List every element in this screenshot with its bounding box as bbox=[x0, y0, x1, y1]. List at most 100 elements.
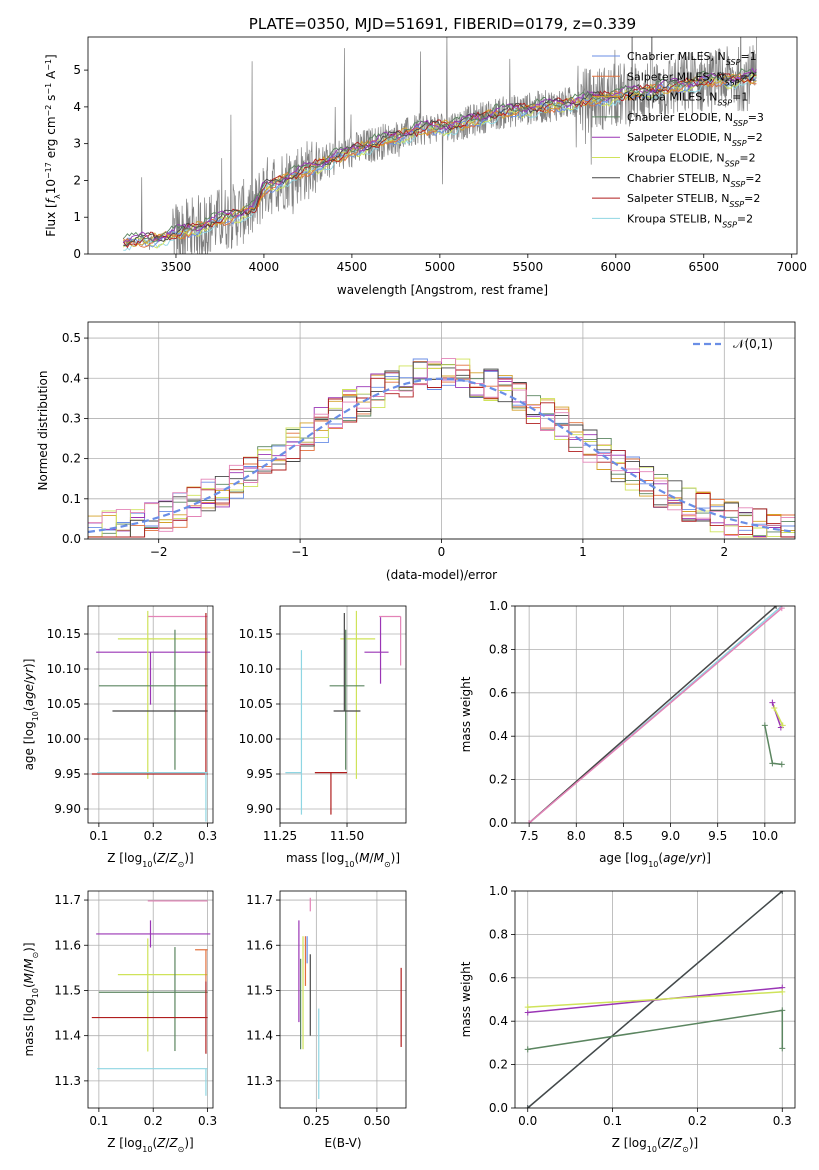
label-part: SSP bbox=[729, 200, 744, 209]
y-tick-label: 10.00 bbox=[47, 732, 81, 746]
label-part: ⊙ bbox=[682, 1145, 689, 1154]
normal-curve bbox=[88, 377, 795, 534]
y-tick-label: 10.15 bbox=[239, 627, 273, 641]
x-tick-label: 5000 bbox=[425, 260, 456, 274]
marker bbox=[526, 820, 533, 823]
label-part: erg cm bbox=[44, 116, 58, 162]
label-part: −17 bbox=[44, 162, 53, 179]
axes-frame bbox=[87, 605, 214, 824]
label-part: Salpeter MILES, N bbox=[627, 70, 725, 83]
y-tick-label: 11.7 bbox=[54, 893, 81, 907]
plot-area bbox=[285, 610, 402, 815]
y-tick-label: 2 bbox=[73, 173, 81, 187]
label-part: ( bbox=[657, 1136, 662, 1150]
x-axis-label: wavelength [Angstrom, rest frame] bbox=[337, 283, 548, 297]
x-tick-label: 0.2 bbox=[144, 1114, 163, 1128]
label-part: SSP bbox=[726, 58, 741, 67]
marker bbox=[769, 699, 776, 706]
label-part: Kroupa STELIB, N bbox=[627, 212, 722, 225]
x-tick-label: 7.5 bbox=[520, 829, 539, 843]
label-part: 10 bbox=[648, 860, 658, 869]
x-tick-label: 0.2 bbox=[688, 1114, 707, 1128]
series-line-pink bbox=[528, 607, 783, 823]
Z-axis-label: Z [log10(Z/Z⊙)] bbox=[107, 851, 193, 869]
label-part: Z [log bbox=[107, 1136, 142, 1150]
label-part: / bbox=[685, 851, 690, 865]
age-axis-label: age [log10(age/yr)] bbox=[22, 659, 40, 771]
y-tick-label: 9.90 bbox=[246, 802, 273, 816]
label-part: 10 bbox=[142, 860, 152, 869]
label-part: / bbox=[670, 1136, 675, 1150]
label-part: f bbox=[44, 197, 58, 203]
massweight_vs_Z-panel: 0.0 0.1 0.2 0.30.00.20.40.60.81.0Z [log10(Z… bbox=[459, 884, 796, 1154]
label-part: ( bbox=[22, 983, 36, 988]
y-tick-label: 11.3 bbox=[54, 1074, 81, 1088]
y-tick-label: 0.1 bbox=[62, 492, 81, 506]
legend-entry: Kroupa STELIB, NSSP=2 bbox=[627, 212, 753, 229]
x-tick-label: 0.3 bbox=[773, 1114, 792, 1128]
marker bbox=[779, 722, 786, 729]
label-part: ( bbox=[152, 1136, 157, 1150]
data-spectrum bbox=[123, 37, 757, 254]
label-part: SSP bbox=[732, 139, 747, 148]
label-part: ⊙ bbox=[384, 860, 391, 869]
Z-axis-label: Z [log10(Z/Z⊙)] bbox=[107, 1136, 193, 1154]
x-tick-label: 0.1 bbox=[89, 1114, 108, 1128]
y-tick-label: 11.4 bbox=[54, 1029, 81, 1043]
label-part: =1 bbox=[740, 50, 756, 63]
legend-entry: Chabrier MILES, NSSP=1 bbox=[627, 50, 757, 67]
label-part: 10 bbox=[344, 860, 354, 869]
y-tick-label: 0.8 bbox=[489, 642, 508, 656]
mass-axis-label: mass [log10(M/M⊙)] bbox=[22, 942, 40, 1056]
age_vs_mass-panel: 11.25 11.50 9.90 9.95 10.00 10.05 10.10 10.15 ma… bbox=[239, 605, 407, 869]
label-part: −2 bbox=[44, 105, 53, 117]
x-tick-label: 0.50 bbox=[364, 1114, 391, 1128]
series-line-kroupa_elodie bbox=[527, 991, 783, 1008]
label-part: )] bbox=[22, 942, 36, 951]
label-part: SSP bbox=[717, 98, 732, 107]
y-tick-label: 5 bbox=[73, 63, 81, 77]
label-part: ( bbox=[658, 851, 663, 865]
axes-frame bbox=[87, 890, 214, 1109]
label-part: λ bbox=[53, 194, 62, 199]
x-tick-label: −1 bbox=[291, 545, 309, 559]
label-part: =2 bbox=[747, 131, 763, 144]
label-part: age bbox=[663, 851, 685, 865]
mass_vs_ebv-panel: 0.25 0.50 11.3 11.4 11.5 11.6 11.7 E(B-V) bbox=[246, 890, 407, 1150]
y-tick-label: 1 bbox=[73, 210, 81, 224]
y-tick-label: 11.6 bbox=[54, 938, 81, 952]
model-line-chabrier_stelib bbox=[123, 71, 757, 247]
histogram-pink bbox=[88, 358, 795, 536]
label-part: Chabrier STELIB, N bbox=[627, 172, 731, 185]
label-part: Z bbox=[156, 851, 166, 865]
label-part: M bbox=[374, 851, 385, 865]
label-part: =1 bbox=[732, 91, 748, 104]
age_vs_Z-panel: 0.1 0.2 0.3 9.90 9.95 10.00 10.05 10.10 10.15 Z [… bbox=[22, 605, 217, 869]
x-tick-label: 7000 bbox=[776, 260, 807, 274]
axes-frame bbox=[279, 890, 407, 1109]
y-tick-label: 11.4 bbox=[246, 1029, 273, 1043]
marker bbox=[761, 722, 768, 729]
y-tick-label: 1.0 bbox=[489, 599, 508, 613]
label-part: )] bbox=[184, 1136, 193, 1150]
x-tick-label: −2 bbox=[150, 545, 168, 559]
axes-frame bbox=[514, 605, 796, 824]
y-tick-label: 11.5 bbox=[246, 983, 273, 997]
x-tick-label: 0 bbox=[438, 545, 446, 559]
y-tick-label: 0.0 bbox=[489, 816, 508, 830]
x-tick-label: 4500 bbox=[337, 260, 368, 274]
mass_vs_Z-panel: 0.1 0.2 0.311.311.411.511.611.7Z [log10(Z/… bbox=[22, 890, 217, 1154]
y-axis-label: Normed distribution bbox=[36, 371, 50, 491]
x-tick-label: 1 bbox=[579, 545, 587, 559]
model-line-chabrier_elodie bbox=[122, 68, 757, 242]
marker bbox=[524, 1105, 531, 1108]
label-part: M bbox=[22, 958, 36, 969]
x-tick-label: 0.3 bbox=[198, 1114, 217, 1128]
label-part: M bbox=[22, 972, 36, 983]
y-tick-label: 0.3 bbox=[62, 411, 81, 425]
legend-entry: Salpeter ELODIE, NSSP=2 bbox=[627, 131, 763, 148]
label-part: age bbox=[22, 684, 36, 706]
label-part: ⊙ bbox=[31, 952, 40, 959]
chart-title: PLATE=0350, MJD=51691, FIBERID=0179, z=0… bbox=[249, 15, 636, 33]
